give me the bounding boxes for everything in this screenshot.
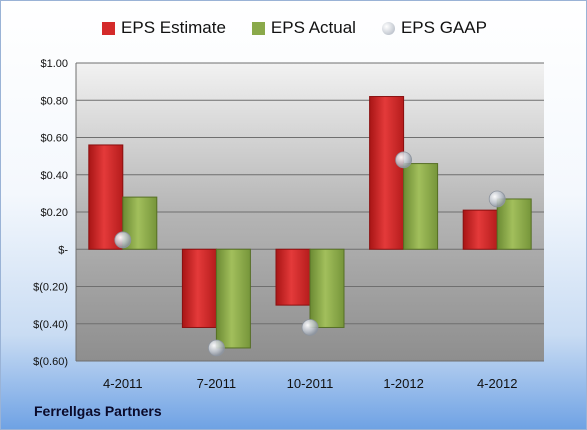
- bar-eps-actual: [215, 248, 251, 349]
- x-tick-label: 4-2011: [103, 376, 143, 391]
- y-tick-label: $0.80: [40, 95, 68, 107]
- y-tick-label: $(0.20): [33, 282, 68, 294]
- x-tick-label: 10-2011: [287, 376, 334, 391]
- company-label: Ferrellgas Partners: [34, 403, 162, 419]
- legend-label-gaap: EPS GAAP: [400, 18, 487, 37]
- bars: [88, 96, 532, 349]
- bar-eps-estimate: [275, 248, 311, 306]
- point-eps-gaap: [207, 339, 225, 357]
- bar-eps-actual: [496, 198, 532, 250]
- y-tick-label: $-: [58, 244, 68, 256]
- y-tick-label: $(0.40): [33, 319, 68, 331]
- legend-item-actual: EPS Actual: [251, 18, 356, 38]
- y-tick-label: $(0.60): [33, 356, 68, 368]
- y-tick-label: $0.20: [40, 207, 68, 219]
- gaap-points: [114, 151, 506, 357]
- x-axis: 4-2011 7-2011 10-2011 1-2012 4-2012: [103, 376, 517, 391]
- legend-item-estimate: EPS Estimate: [102, 18, 226, 38]
- point-eps-gaap: [301, 319, 319, 336]
- bar-eps-estimate: [181, 248, 217, 328]
- bar-eps-estimate: [88, 144, 124, 250]
- legend-swatch-estimate: [102, 21, 116, 35]
- x-tick-label: 4-2012: [477, 376, 517, 391]
- bar-eps-estimate: [462, 209, 498, 250]
- point-eps-gaap: [395, 151, 413, 169]
- bar-eps-estimate: [369, 96, 405, 250]
- chart-legend: EPS Estimate EPS Actual EPS GAAP: [1, 18, 586, 38]
- legend-item-gaap: EPS GAAP: [381, 18, 487, 38]
- x-tick-label: 7-2011: [197, 376, 237, 391]
- legend-swatch-gaap: [381, 21, 395, 35]
- point-eps-gaap: [114, 231, 132, 249]
- y-tick-label: $1.00: [40, 58, 68, 70]
- bar-eps-actual: [403, 163, 439, 250]
- bar-eps-actual: [309, 248, 345, 328]
- y-axis: $1.00 $0.80 $0.60 $0.40 $0.20 $- $(0.20) $(0.40…: [33, 58, 77, 368]
- legend-label-estimate: EPS Estimate: [121, 18, 226, 37]
- x-tick-label: 1-2012: [383, 376, 423, 391]
- y-tick-label: $0.60: [40, 133, 68, 145]
- point-eps-gaap: [488, 190, 506, 208]
- legend-label-actual: EPS Actual: [270, 18, 356, 37]
- y-tick-label: $0.40: [40, 170, 68, 182]
- legend-swatch-actual: [251, 21, 265, 35]
